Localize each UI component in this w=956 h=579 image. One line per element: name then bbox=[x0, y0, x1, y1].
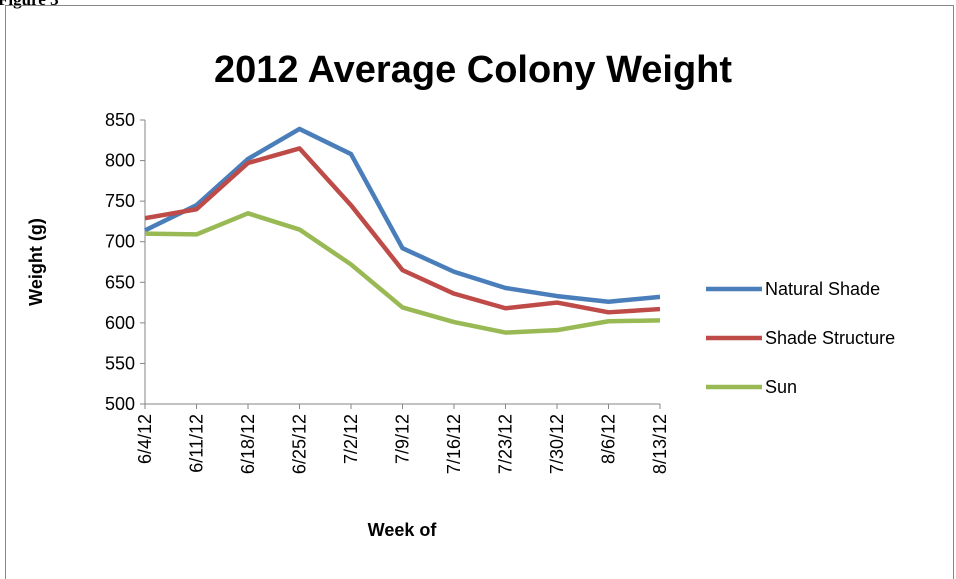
y-tick-label: 750 bbox=[105, 191, 135, 211]
x-tick-label: 6/4/12 bbox=[135, 414, 155, 464]
x-tick-label: 7/16/12 bbox=[444, 414, 464, 474]
x-tick-label: 7/30/12 bbox=[547, 414, 567, 474]
x-tick-label: 6/18/12 bbox=[238, 414, 258, 474]
series-line bbox=[144, 126, 661, 305]
y-tick-label: 800 bbox=[105, 151, 135, 171]
chart-frame bbox=[5, 5, 954, 579]
legend-label: Natural Shade bbox=[765, 279, 880, 299]
legend-label: Sun bbox=[765, 377, 797, 397]
x-tick-label: 7/9/12 bbox=[393, 414, 413, 464]
legend-label: Shade Structure bbox=[765, 328, 895, 348]
y-tick-label: 850 bbox=[105, 110, 135, 130]
series-line bbox=[144, 211, 661, 335]
y-tick-label: 650 bbox=[105, 272, 135, 292]
x-tick-label: 8/13/12 bbox=[650, 414, 670, 474]
chart-title: 2012 Average Colony Weight bbox=[214, 49, 732, 91]
caption: Figure 3 bbox=[0, 0, 59, 9]
y-tick-label: 550 bbox=[105, 353, 135, 373]
series-line bbox=[144, 146, 661, 315]
y-tick-label: 600 bbox=[105, 313, 135, 333]
x-tick-label: 7/2/12 bbox=[341, 414, 361, 464]
x-tick-label: 6/25/12 bbox=[290, 414, 310, 474]
x-tick-label: 8/6/12 bbox=[599, 414, 619, 464]
y-axis-label: Weight (g) bbox=[26, 218, 46, 306]
x-axis-label: Week of bbox=[368, 520, 438, 540]
x-tick-label: 6/11/12 bbox=[187, 414, 207, 473]
x-tick-label: 7/23/12 bbox=[496, 414, 516, 474]
y-tick-label: 700 bbox=[105, 232, 135, 252]
y-tick-label: 500 bbox=[105, 394, 135, 414]
